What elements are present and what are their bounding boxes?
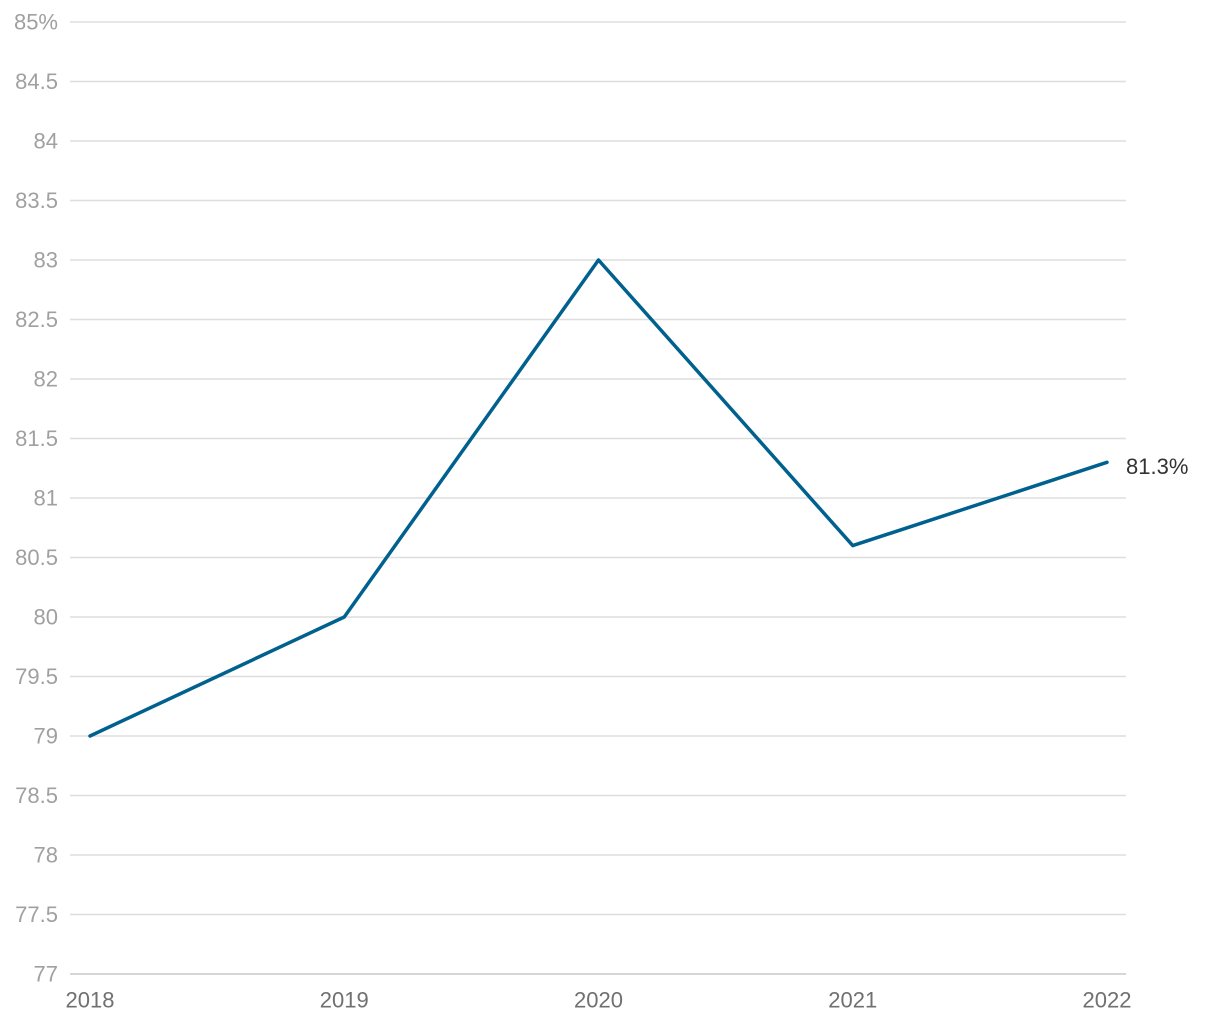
y-tick-label: 84.5 [15,69,58,94]
x-tick-label: 2022 [1083,988,1132,1013]
series-line [88,258,1109,738]
y-tick-label: 83.5 [15,188,58,213]
y-tick-label: 78 [34,843,58,868]
y-tick-label: 80 [34,605,58,630]
y-tick-label: 85% [14,10,58,35]
x-tick-label: 2018 [66,988,115,1013]
y-tick-label: 79.5 [15,664,58,689]
x-axis-ticks: 2018 2019 2020 2021 2022 [66,988,1132,1013]
y-tick-label: 78.5 [15,783,58,808]
y-axis-ticks: 85% 84.5 84 83.5 83 82.5 82 81.5 81 80.5 80 79.5 79 7… [14,10,58,987]
end-value-label: 81.3% [1126,454,1188,479]
y-tick-label: 81 [34,486,58,511]
data-labels: 81.3% [1126,454,1188,479]
y-tick-label: 81.5 [15,426,58,451]
y-tick-label: 79 [34,724,58,749]
y-tick-label: 77 [34,962,58,987]
y-tick-label: 82.5 [15,307,58,332]
x-tick-label: 2019 [320,988,369,1013]
series-layer [88,258,1109,738]
y-tick-label: 82 [34,367,58,392]
x-tick-label: 2020 [574,988,623,1013]
y-tick-label: 83 [34,248,58,273]
gridlines [70,21,1126,975]
y-tick-label: 80.5 [15,545,58,570]
x-tick-label: 2021 [828,988,877,1013]
y-tick-label: 77.5 [15,902,58,927]
y-tick-label: 84 [34,129,58,154]
